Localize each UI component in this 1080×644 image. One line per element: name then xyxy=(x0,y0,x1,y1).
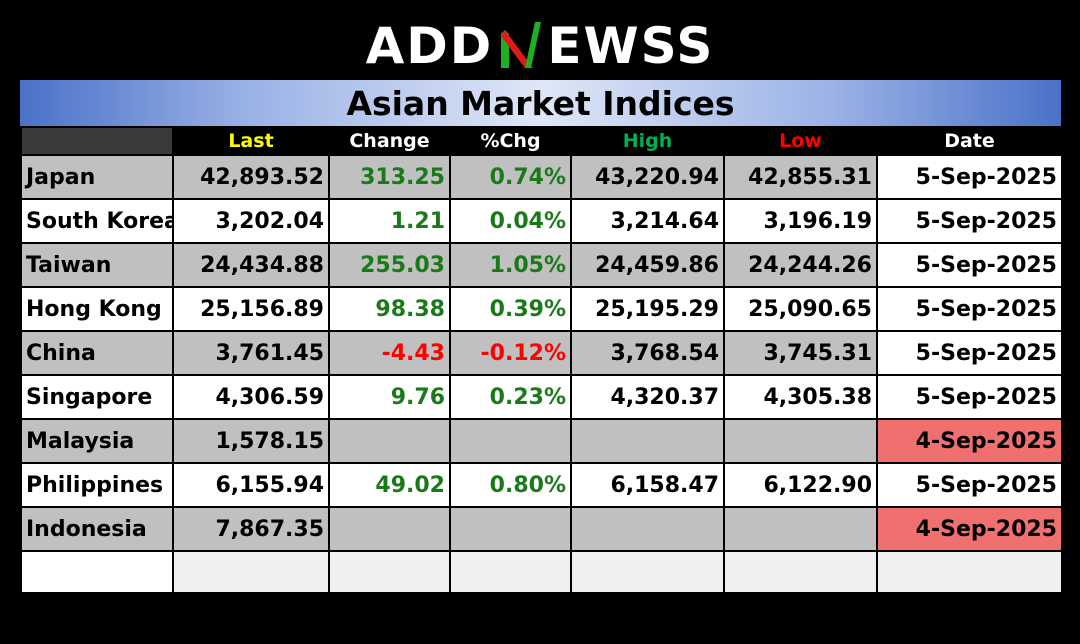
cell-high: 24,459.86 xyxy=(570,242,725,288)
cell-last: 42,893.52 xyxy=(172,154,330,200)
cell-market: China xyxy=(20,330,174,376)
table-row: Indonesia 7,867.35 4-Sep-2025 xyxy=(20,506,1063,552)
cell-date: 5-Sep-2025 xyxy=(876,198,1063,244)
cell-high xyxy=(570,418,725,464)
cell-high: 43,220.94 xyxy=(570,154,725,200)
cell-change: 9.76 xyxy=(328,374,451,420)
cell-pct-change: 1.05% xyxy=(449,242,572,288)
cell-high: 4,320.37 xyxy=(570,374,725,420)
cell-low: 4,305.38 xyxy=(723,374,878,420)
empty-cell xyxy=(723,550,878,594)
cell-high: 6,158.47 xyxy=(570,462,725,508)
cell-date: 5-Sep-2025 xyxy=(876,462,1063,508)
cell-date: 5-Sep-2025 xyxy=(876,154,1063,200)
cell-low: 24,244.26 xyxy=(723,242,878,288)
empty-cell xyxy=(570,550,725,594)
cell-low xyxy=(723,506,878,552)
cell-change: 98.38 xyxy=(328,286,451,332)
title-bar: Asian Market Indices xyxy=(20,80,1061,126)
cell-pct-change: 0.39% xyxy=(449,286,572,332)
table-row: Hong Kong 25,156.89 98.38 0.39% 25,195.29 25,… xyxy=(20,286,1063,332)
table-row: South Korea 3,202.04 1.21 0.04% 3,214.64 3,19… xyxy=(20,198,1063,244)
cell-date: 5-Sep-2025 xyxy=(876,374,1063,420)
page-title: Asian Market Indices xyxy=(346,83,735,123)
cell-market: Hong Kong xyxy=(20,286,174,332)
cell-last: 3,761.45 xyxy=(172,330,330,376)
table-row: Philippines 6,155.94 49.02 0.80% 6,158.47 6,1… xyxy=(20,462,1063,508)
table-row: Malaysia 1,578.15 4-Sep-2025 xyxy=(20,418,1063,464)
cell-low: 25,090.65 xyxy=(723,286,878,332)
cell-pct-change xyxy=(449,506,572,552)
cell-market: Indonesia xyxy=(20,506,174,552)
cell-change: 49.02 xyxy=(328,462,451,508)
cell-pct-change: 0.23% xyxy=(449,374,572,420)
cell-last: 7,867.35 xyxy=(172,506,330,552)
header-last: Last xyxy=(172,126,330,156)
header-change: Change xyxy=(328,126,451,156)
empty-cell xyxy=(328,550,451,594)
header-low: Low xyxy=(723,126,878,156)
cell-change: -4.43 xyxy=(328,330,451,376)
cell-last: 1,578.15 xyxy=(172,418,330,464)
cell-market: South Korea xyxy=(20,198,174,244)
cell-pct-change: -0.12% xyxy=(449,330,572,376)
cell-last: 4,306.59 xyxy=(172,374,330,420)
cell-high xyxy=(570,506,725,552)
cell-date: 4-Sep-2025 xyxy=(876,418,1063,464)
n-check-logo-icon xyxy=(493,16,547,76)
empty-cell xyxy=(20,550,174,594)
cell-market: Singapore xyxy=(20,374,174,420)
cell-low: 3,196.19 xyxy=(723,198,878,244)
indices-table: Last Change %Chg High Low Date Japan 42,8… xyxy=(20,126,1063,594)
cell-market: Philippines xyxy=(20,462,174,508)
header-name xyxy=(20,126,174,156)
cell-high: 3,768.54 xyxy=(570,330,725,376)
table-row: Singapore 4,306.59 9.76 0.23% 4,320.37 4,305.… xyxy=(20,374,1063,420)
cell-pct-change: 0.80% xyxy=(449,462,572,508)
cell-pct-change: 0.74% xyxy=(449,154,572,200)
table-row: China 3,761.45 -4.43 -0.12% 3,768.54 3,745.31… xyxy=(20,330,1063,376)
cell-change xyxy=(328,418,451,464)
cell-pct-change xyxy=(449,418,572,464)
table-header-row: Last Change %Chg High Low Date xyxy=(20,126,1063,156)
cell-last: 24,434.88 xyxy=(172,242,330,288)
logo-text-left: ADD xyxy=(365,17,494,75)
cell-pct-change: 0.04% xyxy=(449,198,572,244)
cell-low xyxy=(723,418,878,464)
header-date: Date xyxy=(876,126,1063,156)
brand-logo: ADD EWSS xyxy=(0,14,1080,78)
cell-change: 1.21 xyxy=(328,198,451,244)
empty-cell xyxy=(172,550,330,594)
cell-high: 25,195.29 xyxy=(570,286,725,332)
cell-low: 6,122.90 xyxy=(723,462,878,508)
logo-text-right: EWSS xyxy=(547,17,715,75)
empty-cell xyxy=(449,550,572,594)
cell-market: Malaysia xyxy=(20,418,174,464)
cell-last: 25,156.89 xyxy=(172,286,330,332)
cell-change: 255.03 xyxy=(328,242,451,288)
empty-cell xyxy=(876,550,1063,594)
table-row: Japan 42,893.52 313.25 0.74% 43,220.94 42,855… xyxy=(20,154,1063,200)
cell-last: 6,155.94 xyxy=(172,462,330,508)
cell-low: 42,855.31 xyxy=(723,154,878,200)
cell-high: 3,214.64 xyxy=(570,198,725,244)
cell-change: 313.25 xyxy=(328,154,451,200)
cell-date: 5-Sep-2025 xyxy=(876,286,1063,332)
cell-last: 3,202.04 xyxy=(172,198,330,244)
table-body: Japan 42,893.52 313.25 0.74% 43,220.94 42,855… xyxy=(20,154,1063,594)
table-row: Taiwan 24,434.88 255.03 1.05% 24,459.86 24,24… xyxy=(20,242,1063,288)
cell-change xyxy=(328,506,451,552)
cell-market: Japan xyxy=(20,154,174,200)
table-row-empty xyxy=(20,550,1063,594)
header-pct-change: %Chg xyxy=(449,126,572,156)
cell-date: 5-Sep-2025 xyxy=(876,242,1063,288)
cell-market: Taiwan xyxy=(20,242,174,288)
cell-date: 5-Sep-2025 xyxy=(876,330,1063,376)
header-high: High xyxy=(570,126,725,156)
cell-date: 4-Sep-2025 xyxy=(876,506,1063,552)
cell-low: 3,745.31 xyxy=(723,330,878,376)
logo-wordmark: ADD EWSS xyxy=(366,16,715,76)
